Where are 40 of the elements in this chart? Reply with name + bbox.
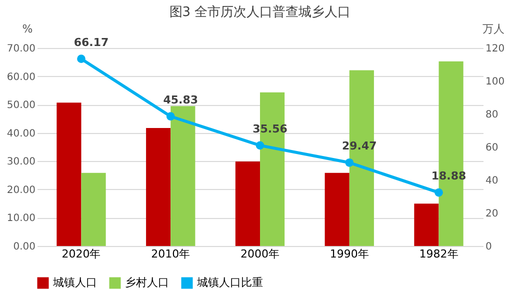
x-tick-label: 1982年	[419, 248, 458, 260]
y2-tick-label: 40	[486, 176, 498, 186]
y-tick-label: 40.00	[6, 128, 36, 140]
y2-tick-label: 60	[486, 142, 498, 154]
x-tick-label: 1990年	[330, 248, 369, 260]
y-tick-label: 60.00	[6, 72, 36, 83]
point	[166, 112, 175, 121]
point	[256, 141, 264, 150]
x-tick-label: 2020年	[62, 248, 101, 260]
bar	[56, 102, 82, 246]
bar	[324, 172, 350, 246]
data-label: 45.83	[163, 93, 198, 106]
y-tick-label: 70.00	[6, 44, 36, 54]
y2-axis-title: 万人	[482, 22, 504, 36]
y-tick-label: 30.00	[6, 156, 36, 168]
y-tick-label: 50.00	[6, 100, 36, 112]
y2-tick-label: 0	[486, 242, 492, 252]
legend-label: 城镇人口	[52, 276, 97, 289]
legend-label: 城镇人口比重	[196, 276, 263, 289]
point	[345, 158, 354, 167]
bar	[235, 162, 260, 246]
y2-tick-label: 100	[486, 76, 505, 88]
bar	[146, 128, 171, 246]
x-tick-label: 2000年	[240, 248, 280, 260]
data-label: 66.17	[74, 36, 109, 49]
y2-tick-label: 120	[486, 44, 505, 54]
y2-tick-label: 80	[486, 110, 498, 120]
point	[77, 54, 86, 64]
legend-label: 乡村人口	[125, 276, 169, 289]
chart-title: 图3 全市历次人口普查城乡人口	[169, 4, 351, 20]
y2-tick-label: 20	[486, 208, 498, 220]
bar	[81, 172, 106, 246]
y-tick-label: 10.00	[6, 213, 36, 224]
y-axis-title: %	[22, 22, 33, 36]
point	[434, 188, 443, 197]
x-tick-label: 2010年	[151, 248, 190, 260]
bar	[414, 204, 439, 246]
bar	[170, 106, 196, 246]
y-tick-label: 0.00	[13, 242, 36, 252]
y-tick-label: 20.00	[6, 184, 36, 196]
